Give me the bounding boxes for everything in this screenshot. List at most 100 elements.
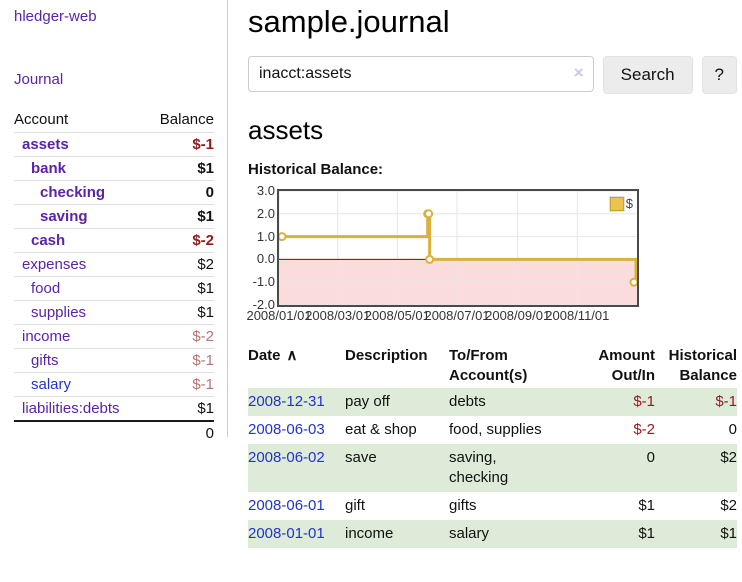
transactions-header-row: Date ∧ Description To/From Account(s) Amo… xyxy=(248,344,737,388)
transaction-balance: $-1 xyxy=(715,393,737,410)
transaction-date-link[interactable]: 2008-06-03 xyxy=(248,421,325,438)
search-button[interactable]: Search xyxy=(602,56,693,94)
account-row: food $1 xyxy=(14,276,214,300)
table-row: 2008-12-31 pay off debts $-1 $-1 xyxy=(248,388,737,416)
search-form: × Search ? xyxy=(248,56,737,94)
transaction-date-link[interactable]: 2008-06-02 xyxy=(248,449,325,466)
transaction-balance: 0 xyxy=(728,421,737,438)
account-row: bank $1 xyxy=(14,156,214,180)
account-row: cash $-2 xyxy=(14,228,214,252)
accounts-tree-header: Account Balance xyxy=(14,108,214,132)
transaction-amount: 0 xyxy=(646,449,655,466)
account-balance: $-2 xyxy=(192,328,214,345)
transaction-description: gift xyxy=(345,497,366,514)
account-link-cash[interactable]: cash xyxy=(31,232,66,249)
sort-asc-icon: ∧ xyxy=(286,347,298,364)
account-link-income[interactable]: income xyxy=(22,328,71,345)
account-balance: $1 xyxy=(197,208,214,225)
account-row: liabilities:debts $1 xyxy=(14,396,214,420)
transaction-date-link[interactable]: 2008-01-01 xyxy=(248,525,325,542)
y-tick-label: 0.0 xyxy=(256,251,275,267)
account-link-salary[interactable]: salary xyxy=(31,376,72,393)
balance-chart: $ 3.0 2.0 1.0 0.0 -1.0 -2.0 2008/01/01 2008/03/… xyxy=(246,183,737,329)
sidebar-item-journal[interactable]: Journal xyxy=(14,71,64,88)
transactions-table: Date ∧ Description To/From Account(s) Amo… xyxy=(248,344,737,548)
accounts-total-row: 0 xyxy=(14,420,214,445)
y-tick-label: 2.0 xyxy=(256,205,275,221)
account-balance: $1 xyxy=(197,160,214,177)
transaction-accounts: food, supplies xyxy=(449,421,542,438)
transaction-balance: $2 xyxy=(720,497,737,514)
account-row: supplies $1 xyxy=(14,300,214,324)
transaction-description: eat & shop xyxy=(345,421,417,438)
search-box: × xyxy=(248,56,594,94)
transaction-date-link[interactable]: 2008-06-01 xyxy=(248,497,325,514)
account-balance: $2 xyxy=(197,256,214,273)
column-header-accounts: To/From Account(s) xyxy=(449,347,528,384)
account-link-supplies[interactable]: supplies xyxy=(31,304,87,321)
account-row: gifts $-1 xyxy=(14,348,214,372)
x-tick-label: 2008/05/01 xyxy=(364,308,430,323)
account-row: income $-2 xyxy=(14,324,214,348)
chart-title: Historical Balance: xyxy=(248,161,384,178)
chart-canvas xyxy=(279,191,637,305)
legend-swatch-icon xyxy=(609,196,624,211)
accounts-total-value: 0 xyxy=(205,425,214,442)
account-row: assets $-1 xyxy=(14,132,214,156)
app-title-link[interactable]: hledger-web xyxy=(14,8,97,25)
table-row: 2008-06-03 eat & shop food, supplies $-2… xyxy=(248,416,737,444)
clear-search-icon[interactable]: × xyxy=(573,63,584,82)
account-balance: $1 xyxy=(197,304,214,321)
sidebar: hledger-web Journal Account Balance asse… xyxy=(0,0,228,442)
transaction-description: income xyxy=(345,525,394,542)
account-balance: $-1 xyxy=(192,136,214,153)
account-balance: $1 xyxy=(197,280,214,297)
x-tick-label: 2008/01/01 xyxy=(246,308,312,323)
balance-column-header: Balance xyxy=(159,111,214,128)
transaction-amount: $1 xyxy=(638,497,655,514)
account-balance: $1 xyxy=(197,400,214,417)
column-header-description: Description xyxy=(345,347,428,364)
account-link-food[interactable]: food xyxy=(31,280,61,297)
transaction-balance: $1 xyxy=(720,525,737,542)
transaction-accounts: saving, checking xyxy=(449,449,509,486)
column-header-date[interactable]: Date ∧ xyxy=(248,344,345,388)
transaction-balance: $2 xyxy=(720,449,737,466)
account-balance: $-1 xyxy=(192,376,214,393)
account-link-saving[interactable]: saving xyxy=(40,208,88,225)
transaction-accounts: gifts xyxy=(449,497,477,514)
account-row: checking 0 xyxy=(14,180,214,204)
account-link-bank[interactable]: bank xyxy=(31,160,67,177)
main-content: sample.journal × Search ? assets Histori… xyxy=(246,0,737,548)
help-button[interactable]: ? xyxy=(701,56,737,94)
column-header-balance: Historical Balance xyxy=(668,347,737,384)
search-input[interactable] xyxy=(248,56,594,92)
y-tick-label: -1.0 xyxy=(252,274,275,290)
chart-plot-area: $ 3.0 2.0 1.0 0.0 -1.0 -2.0 2008/01/01 2008/03/… xyxy=(246,183,639,323)
account-link-gifts[interactable]: gifts xyxy=(31,352,59,369)
y-tick-label: 1.0 xyxy=(256,228,275,244)
x-tick-label: 2008/11/01 xyxy=(545,308,610,323)
account-link-liabilities-debts[interactable]: liabilities:debts xyxy=(22,400,120,417)
account-link-expenses[interactable]: expenses xyxy=(22,256,87,273)
table-row: 2008-06-02 save saving, checking 0 $2 xyxy=(248,444,737,492)
y-tick-label: 3.0 xyxy=(256,183,275,198)
account-balance: 0 xyxy=(205,184,214,201)
transaction-description: save xyxy=(345,449,377,466)
transaction-date-link[interactable]: 2008-12-31 xyxy=(248,393,325,410)
table-row: 2008-01-01 income salary $1 $1 xyxy=(248,520,737,548)
column-header-amount: Amount Out/In xyxy=(598,347,655,384)
transaction-description: pay off xyxy=(345,393,390,410)
table-row: 2008-06-01 gift gifts $1 $2 xyxy=(248,492,737,520)
account-row: expenses $2 xyxy=(14,252,214,276)
account-link-assets[interactable]: assets xyxy=(22,136,69,153)
accounts-tree: Account Balance assets $-1 bank $1 check… xyxy=(14,108,214,445)
transaction-amount: $1 xyxy=(638,525,655,542)
x-tick-label: 2008/09/01 xyxy=(485,308,551,323)
transaction-accounts: debts xyxy=(449,393,486,410)
account-link-checking[interactable]: checking xyxy=(40,184,106,201)
account-column-header: Account xyxy=(14,111,69,128)
y-tick-label: -2.0 xyxy=(252,297,275,312)
account-row: salary $-1 xyxy=(14,372,214,396)
transaction-amount: $-2 xyxy=(633,421,655,438)
